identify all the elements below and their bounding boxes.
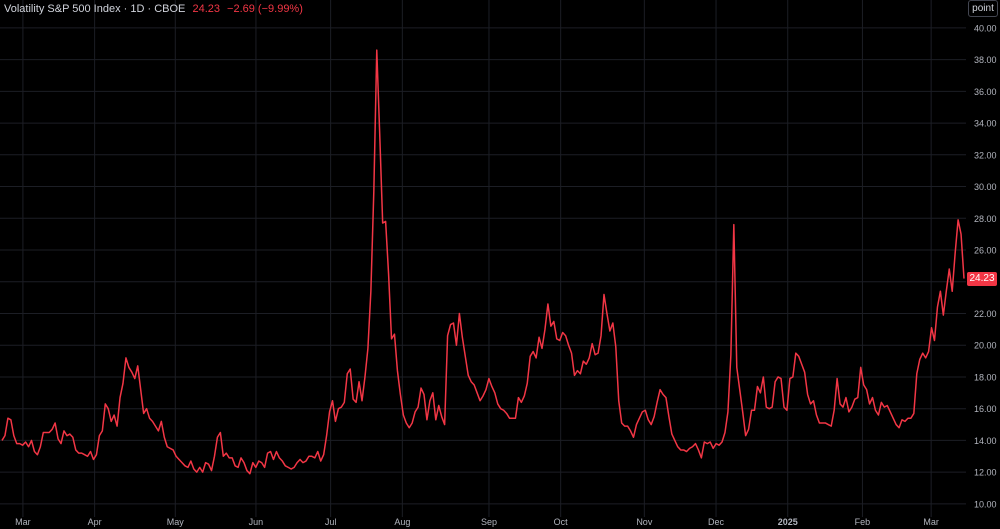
y-tick-label: 20.00 [974, 341, 997, 351]
last-value: 24.23 [192, 3, 220, 15]
x-tick-label: Dec [708, 517, 725, 527]
y-tick-label: 34.00 [974, 119, 997, 129]
chart-legend: Volatility S&P 500 Index · 1D · CBOE 24.… [4, 3, 303, 15]
y-tick-label: 38.00 [974, 55, 997, 65]
x-tick-label: Mar [923, 517, 939, 527]
y-tick-label: 16.00 [974, 404, 997, 414]
x-axis: Mar Apr May Jun Jul Aug Sep Oct Nov Dec 2025 Feb Mar [15, 517, 939, 527]
x-tick-label: Nov [636, 517, 653, 527]
x-tick-label: Jul [325, 517, 337, 527]
price-scale-mode-button[interactable]: point [968, 0, 998, 17]
y-tick-label: 40.00 [974, 23, 997, 33]
y-tick-label: 30.00 [974, 182, 997, 192]
x-tick-label: May [167, 517, 185, 527]
x-tick-label: Oct [554, 517, 569, 527]
y-tick-label: 10.00 [974, 499, 997, 509]
x-tick-label: Mar [15, 517, 31, 527]
y-tick-label: 28.00 [974, 214, 997, 224]
x-tick-label: Apr [88, 517, 102, 527]
x-tick-label: Feb [855, 517, 871, 527]
y-tick-label: 12.00 [974, 468, 997, 478]
y-tick-label: 18.00 [974, 372, 997, 382]
y-tick-label: 32.00 [974, 150, 997, 160]
x-tick-label: Sep [481, 517, 497, 527]
y-tick-label: 14.00 [974, 436, 997, 446]
x-tick-label: Jun [249, 517, 264, 527]
last-price-label: 24.23 [967, 271, 997, 286]
y-tick-label: 22.00 [974, 309, 997, 319]
x-tick-label: Aug [394, 517, 410, 527]
chart-grid [0, 0, 966, 517]
price-change: −2.69 (−9.99%) [227, 3, 303, 15]
symbol-title[interactable]: Volatility S&P 500 Index · 1D · CBOE [4, 3, 186, 15]
y-tick-label: 36.00 [974, 87, 997, 97]
y-axis: 10.0012.0014.0016.0018.0020.0022.0024.00… [974, 23, 997, 509]
x-tick-label: 2025 [778, 517, 798, 527]
y-tick-label: 26.00 [974, 246, 997, 256]
vix-series-line [1, 49, 965, 475]
